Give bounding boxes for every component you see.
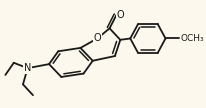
Text: N: N bbox=[24, 63, 31, 73]
Text: O: O bbox=[94, 33, 101, 44]
Text: OCH₃: OCH₃ bbox=[180, 34, 204, 43]
Text: O: O bbox=[117, 10, 124, 20]
